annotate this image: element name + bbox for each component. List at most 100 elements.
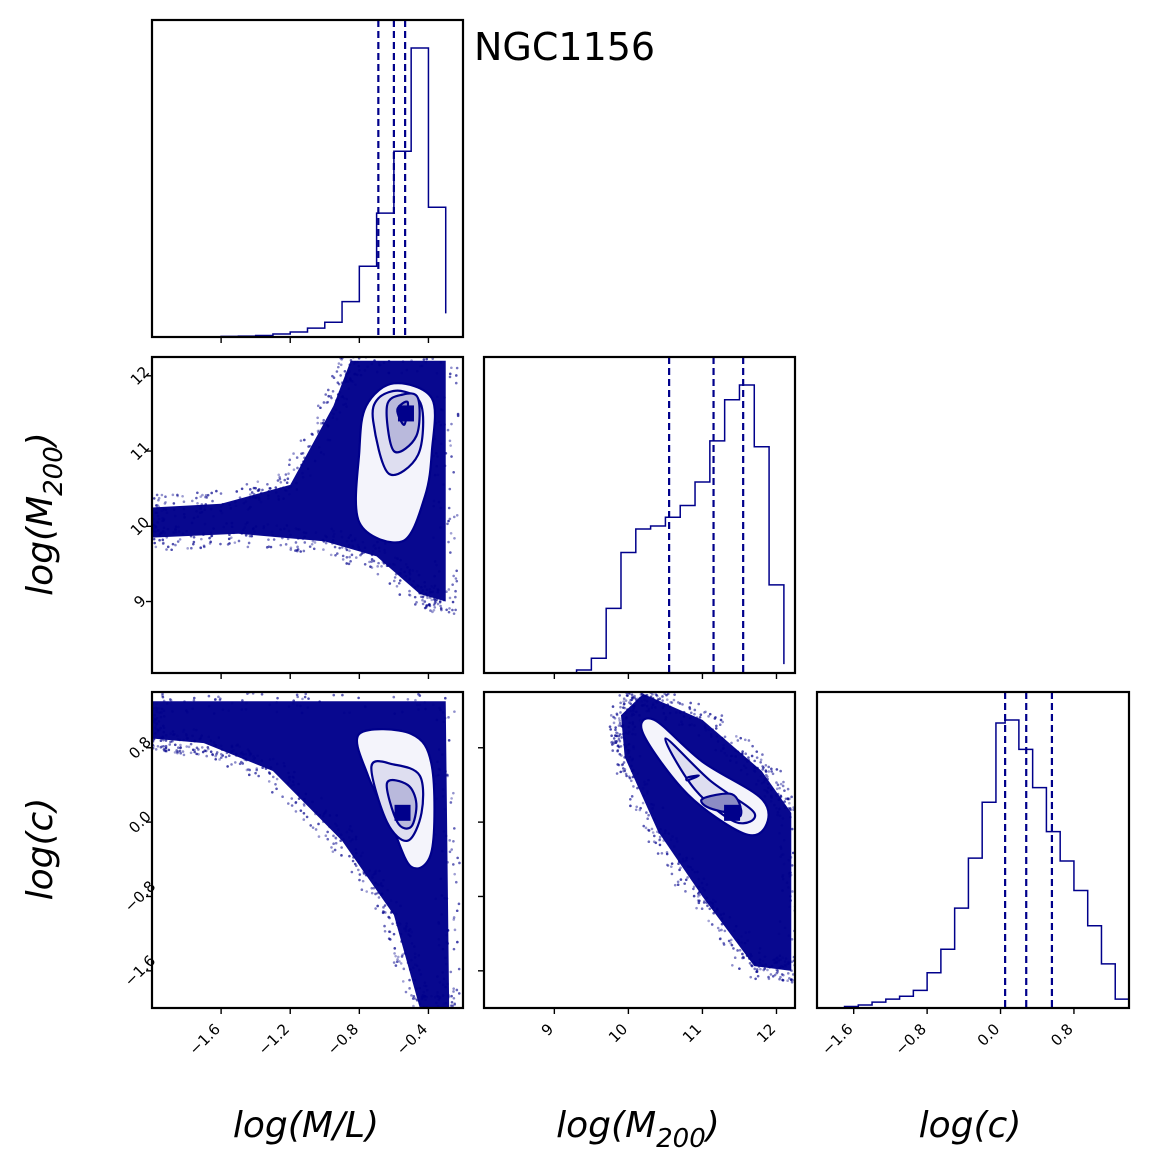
scatter-point bbox=[678, 723, 681, 727]
scatter-point bbox=[634, 710, 638, 714]
scatter-point bbox=[432, 536, 435, 539]
scatter-point bbox=[189, 534, 193, 538]
scatter-point bbox=[623, 743, 626, 746]
scatter-point bbox=[680, 720, 683, 724]
scatter-point bbox=[410, 942, 414, 945]
scatter-point bbox=[790, 864, 794, 867]
scatter-point bbox=[413, 979, 417, 982]
scatter-point bbox=[301, 471, 304, 475]
scatter-point bbox=[776, 969, 779, 972]
scatter-point bbox=[645, 693, 649, 697]
scatter-point bbox=[664, 715, 668, 719]
scatter-point bbox=[621, 732, 625, 736]
scatter-point bbox=[436, 395, 439, 399]
scatter-point bbox=[438, 981, 442, 984]
scatter-point bbox=[350, 553, 354, 557]
scatter-point bbox=[293, 770, 296, 774]
scatter-point bbox=[688, 716, 692, 720]
scatter-point bbox=[304, 792, 308, 796]
scatter-point bbox=[348, 828, 351, 831]
scatter-point bbox=[661, 695, 664, 698]
scatter-point bbox=[432, 603, 436, 607]
scatter-point bbox=[441, 794, 445, 798]
scatter-point bbox=[358, 878, 361, 882]
scatter-point bbox=[664, 718, 667, 721]
scatter-point bbox=[713, 717, 717, 720]
scatter-point bbox=[618, 739, 622, 743]
scatter-point bbox=[444, 985, 447, 989]
scatter-point bbox=[435, 797, 438, 800]
scatter-point bbox=[277, 497, 280, 501]
scatter-point bbox=[291, 702, 295, 705]
scatter-point bbox=[335, 552, 339, 555]
scatter-point bbox=[631, 757, 635, 761]
scatter-point bbox=[634, 733, 637, 736]
scatter-point bbox=[164, 739, 168, 742]
scatter-point bbox=[455, 366, 459, 370]
scatter-point bbox=[287, 776, 291, 779]
hist-panel-m200 bbox=[482, 355, 797, 675]
scatter-point bbox=[452, 470, 455, 474]
scatter-point bbox=[182, 688, 185, 691]
scatter-point bbox=[387, 359, 391, 363]
scatter-point bbox=[665, 851, 669, 854]
scatter-panel-ml-c bbox=[152, 688, 461, 1020]
scatter-point bbox=[623, 737, 627, 741]
scatter-point bbox=[764, 773, 768, 777]
scatter-point bbox=[739, 768, 743, 772]
scatter-point bbox=[338, 411, 342, 414]
scatter-point bbox=[302, 811, 306, 815]
scatter-point bbox=[335, 417, 339, 421]
scatter-point bbox=[721, 747, 725, 751]
scatter-point bbox=[455, 988, 459, 992]
scatter-point bbox=[444, 1001, 448, 1005]
scatter-point bbox=[386, 888, 389, 892]
scatter-point bbox=[287, 771, 290, 775]
scatter-point bbox=[452, 863, 455, 866]
scatter-point bbox=[645, 792, 649, 795]
scatter-point bbox=[801, 915, 804, 918]
scatter-point bbox=[351, 859, 355, 863]
scatter-point bbox=[422, 1011, 425, 1014]
scatter-point bbox=[287, 486, 291, 490]
scatter-point bbox=[295, 704, 299, 707]
scatter-point bbox=[447, 540, 450, 544]
scatter-point bbox=[325, 423, 329, 427]
scatter-point bbox=[157, 720, 161, 723]
scatter-point bbox=[279, 487, 282, 490]
scatter-point bbox=[371, 549, 375, 553]
scatter-point bbox=[245, 482, 249, 486]
scatter-point bbox=[715, 907, 719, 910]
scatter-point bbox=[662, 839, 665, 842]
scatter-point bbox=[286, 537, 290, 541]
scatter-point bbox=[431, 1011, 434, 1014]
scatter-point bbox=[155, 710, 159, 714]
scatter-point bbox=[361, 879, 365, 883]
scatter-point bbox=[677, 860, 681, 863]
scatter-point bbox=[271, 791, 274, 794]
scatter-point bbox=[238, 762, 242, 766]
scatter-point bbox=[457, 967, 461, 971]
scatter-point bbox=[616, 748, 620, 752]
scatter-point bbox=[395, 584, 399, 588]
scatter-point bbox=[423, 600, 427, 603]
scatter-point bbox=[659, 827, 662, 831]
scatter-point bbox=[234, 500, 237, 504]
scatter-point bbox=[286, 802, 290, 805]
scatter-point bbox=[316, 431, 320, 434]
scatter-point bbox=[442, 720, 446, 724]
scatter-point bbox=[246, 748, 250, 751]
scatter-point bbox=[396, 557, 399, 560]
scatter-point bbox=[788, 875, 792, 878]
scatter-point bbox=[790, 980, 794, 984]
scatter-point bbox=[267, 538, 270, 541]
scatter-point bbox=[219, 509, 223, 513]
scatter-point bbox=[778, 966, 781, 970]
scatter-point bbox=[424, 592, 428, 596]
scatter-point bbox=[778, 786, 781, 790]
scatter-point bbox=[428, 1017, 431, 1020]
scatter-point bbox=[450, 848, 454, 851]
scatter-point bbox=[342, 838, 345, 841]
scatter-point bbox=[631, 697, 635, 700]
scatter-point bbox=[237, 539, 241, 543]
